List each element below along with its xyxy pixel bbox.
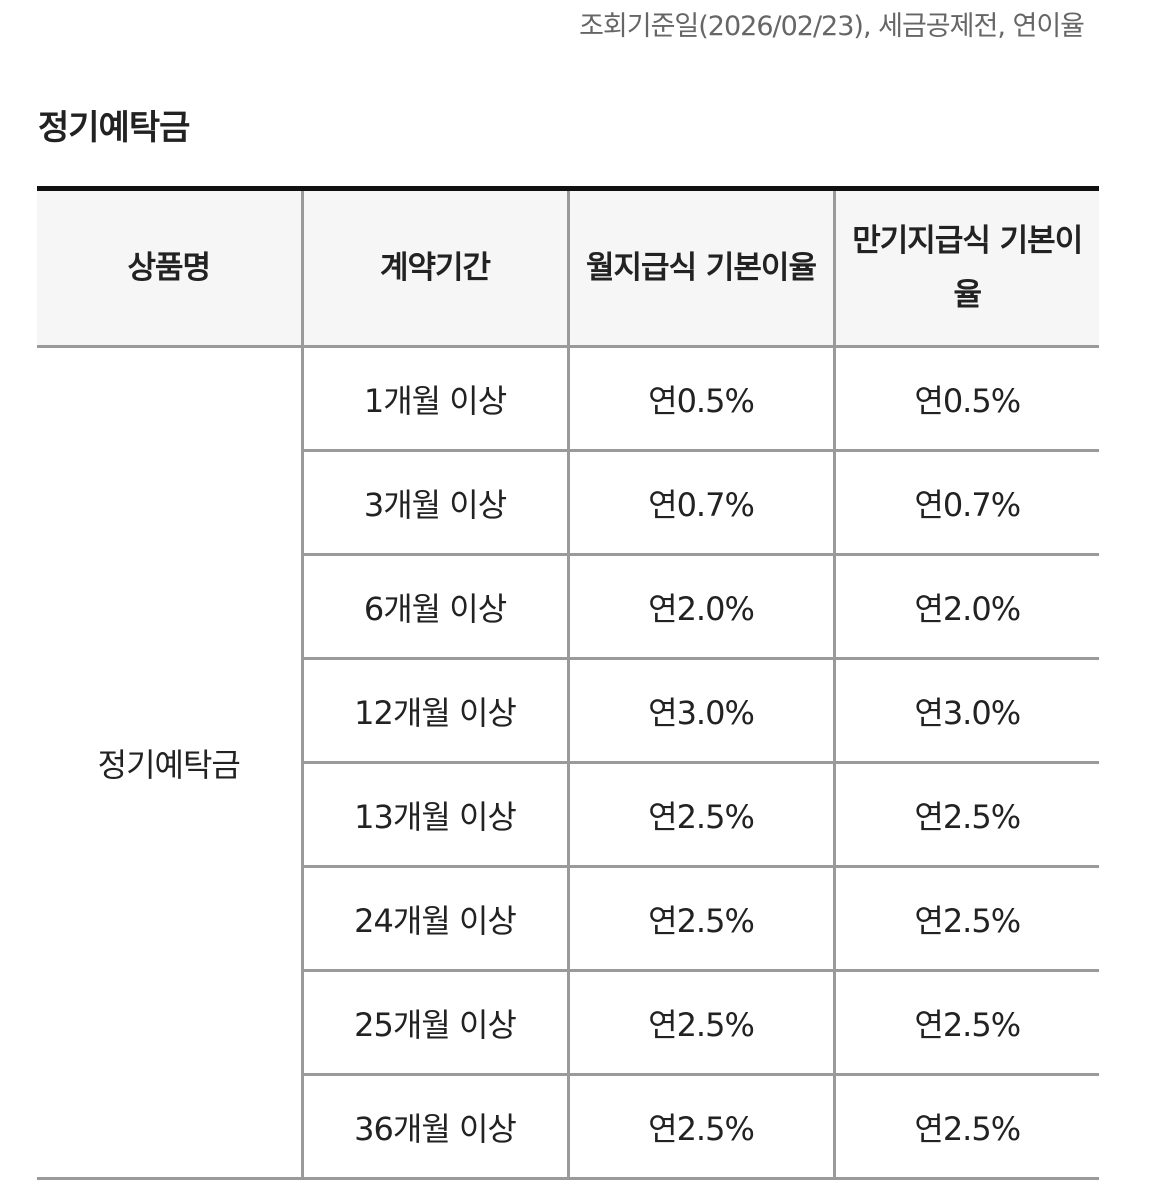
header-monthly-payment-rate: 월지급식 기본이율: [566, 188, 834, 348]
reference-date-note: 조회기준일(2026/02/23), 세금공제전, 연이율: [579, 11, 1085, 42]
table-row: 정기예탁금 1개월 이상 연0.5% 연0.5%: [37, 346, 1099, 1180]
section-title: 정기예탁금: [38, 108, 190, 148]
monthly-rate-cell: 연0.7%: [566, 450, 834, 556]
monthly-rate-cell: 연2.5%: [566, 866, 834, 972]
maturity-rate-cell: 연2.5%: [832, 1074, 1099, 1179]
table-row: 13개월 이상 연2.5% 연2.5%: [37, 762, 1099, 868]
table-row: 24개월 이상 연2.5% 연2.5%: [37, 866, 1099, 972]
table-row: 25개월 이상 연2.5% 연2.5%: [37, 970, 1099, 1076]
period-cell: 6개월 이상: [300, 554, 568, 660]
maturity-rate-cell: 연0.7%: [832, 450, 1099, 556]
table-row: 36개월 이상 연2.5% 연2.5%: [37, 1074, 1099, 1179]
header-contract-period: 계약기간: [300, 188, 568, 348]
table-row: 12개월 이상 연3.0% 연3.0%: [37, 658, 1099, 764]
maturity-rate-cell: 연0.5%: [832, 346, 1099, 452]
maturity-rate-cell: 연2.5%: [832, 762, 1099, 868]
interest-rate-table: 상품명 계약기간 월지급식 기본이율 만기지급식 기본이율 정기예탁금 1개월 …: [37, 186, 1099, 1180]
period-cell: 24개월 이상: [300, 866, 568, 972]
monthly-rate-cell: 연3.0%: [566, 658, 834, 764]
period-cell: 12개월 이상: [300, 658, 568, 764]
period-cell: 1개월 이상: [300, 346, 568, 452]
monthly-rate-cell: 연2.5%: [566, 762, 834, 868]
monthly-rate-cell: 연2.5%: [566, 970, 834, 1076]
monthly-rate-cell: 연2.0%: [566, 554, 834, 660]
maturity-rate-cell: 연3.0%: [832, 658, 1099, 764]
maturity-rate-cell: 연2.5%: [832, 970, 1099, 1076]
period-cell: 3개월 이상: [300, 450, 568, 556]
table-row: 6개월 이상 연2.0% 연2.0%: [37, 554, 1099, 660]
period-cell: 36개월 이상: [300, 1074, 568, 1179]
monthly-rate-cell: 연2.5%: [566, 1074, 834, 1179]
period-cell: 13개월 이상: [300, 762, 568, 868]
monthly-rate-cell: 연0.5%: [566, 346, 834, 452]
period-cell: 25개월 이상: [300, 970, 568, 1076]
table-header-row: 상품명 계약기간 월지급식 기본이율 만기지급식 기본이율: [37, 188, 1099, 348]
product-name-cell: 정기예탁금: [37, 346, 302, 1180]
maturity-rate-cell: 연2.0%: [832, 554, 1099, 660]
header-maturity-payment-rate: 만기지급식 기본이율: [832, 188, 1099, 348]
table-row: 3개월 이상 연0.7% 연0.7%: [37, 450, 1099, 556]
header-product-name: 상품명: [37, 188, 302, 348]
maturity-rate-cell: 연2.5%: [832, 866, 1099, 972]
